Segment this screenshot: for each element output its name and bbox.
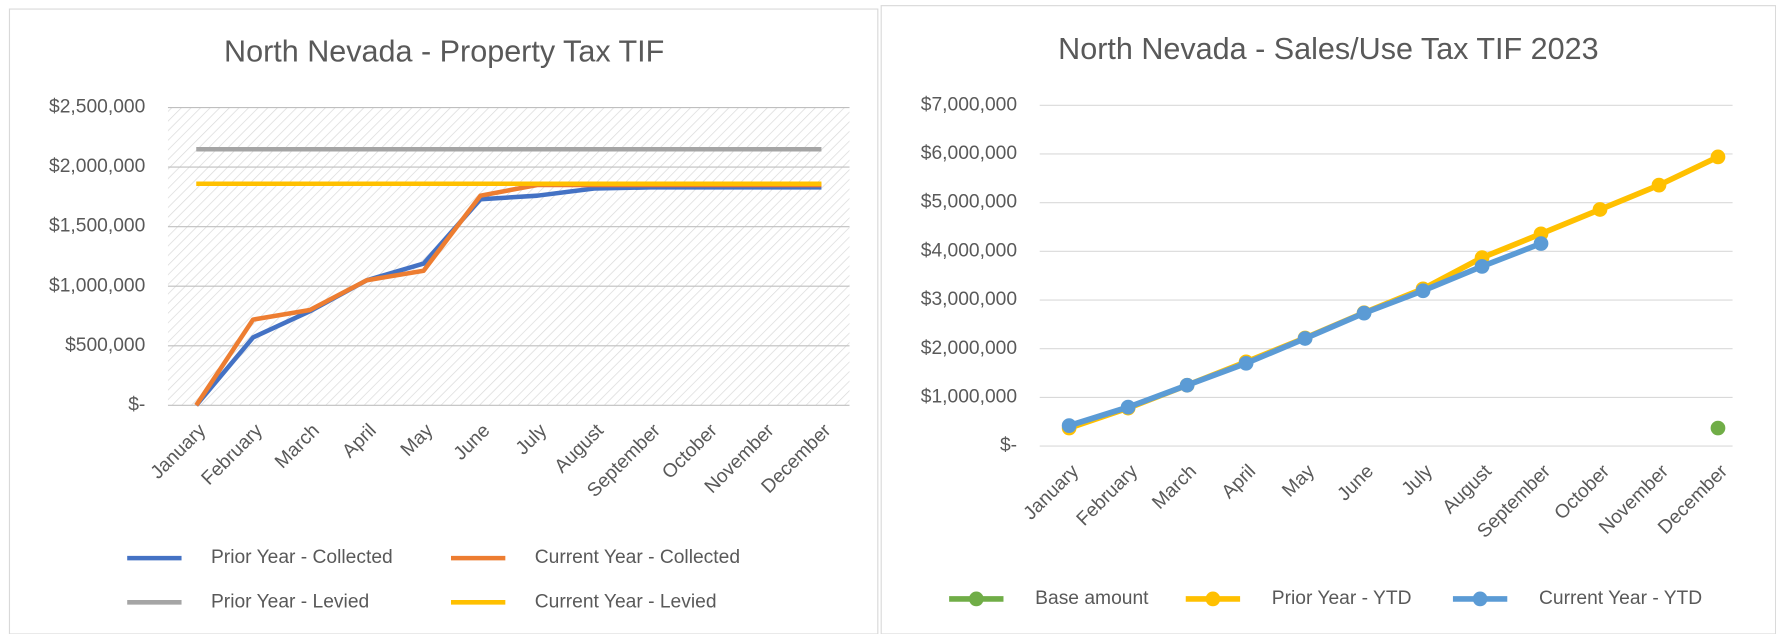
legend-marker — [968, 591, 984, 607]
data-point — [1297, 331, 1313, 346]
legend-marker — [1205, 591, 1221, 607]
y-tick-label: $5,000,000 — [921, 192, 1017, 213]
plot-area — [167, 107, 850, 406]
y-tick-label: $6,000,000 — [921, 143, 1017, 164]
data-point — [1710, 149, 1726, 165]
y-tick-label: $1,000,000 — [921, 386, 1017, 407]
y-tick-label: $- — [1000, 435, 1017, 456]
y-tick-label: $500,000 — [65, 335, 145, 356]
legend-label: Current Year - Collected — [535, 547, 740, 568]
data-point — [1651, 177, 1667, 193]
data-point — [1120, 399, 1136, 415]
series-line — [194, 185, 822, 407]
y-tick-label: $- — [128, 394, 145, 415]
y-tick-label: $4,000,000 — [921, 240, 1017, 261]
y-tick-label: $7,000,000 — [921, 94, 1017, 115]
legend-label: Prior Year - Levied — [211, 591, 369, 612]
data-point — [1238, 355, 1254, 371]
legend-label: Prior Year - YTD — [1272, 588, 1412, 609]
y-tick-label: $2,000,000 — [49, 156, 145, 177]
data-point — [1061, 418, 1077, 433]
chart-title: North Nevada - Property Tax TIF — [224, 34, 664, 68]
data-point — [1533, 236, 1549, 251]
y-tick-label: $1,500,000 — [49, 216, 145, 237]
legend-marker — [1472, 591, 1488, 607]
data-point — [1356, 305, 1372, 321]
chart-frame — [880, 5, 1776, 634]
chart-title: North Nevada - Sales/Use Tax TIF 2023 — [1058, 32, 1598, 66]
data-point — [1710, 420, 1726, 436]
legend-label: Current Year - Levied — [535, 591, 717, 612]
data-point — [1179, 377, 1195, 393]
y-tick-label: $3,000,000 — [921, 289, 1017, 310]
data-point — [1474, 259, 1490, 274]
legend-label: Current Year - YTD — [1539, 588, 1702, 609]
y-tick-label: $2,000,000 — [921, 338, 1017, 359]
legend-label: Prior Year - Collected — [211, 547, 393, 568]
y-tick-label: $1,000,000 — [49, 275, 145, 296]
y-tick-label: $2,500,000 — [49, 97, 145, 118]
data-point — [1592, 202, 1608, 217]
data-point — [1415, 283, 1431, 299]
legend-label: Base amount — [1035, 588, 1149, 609]
